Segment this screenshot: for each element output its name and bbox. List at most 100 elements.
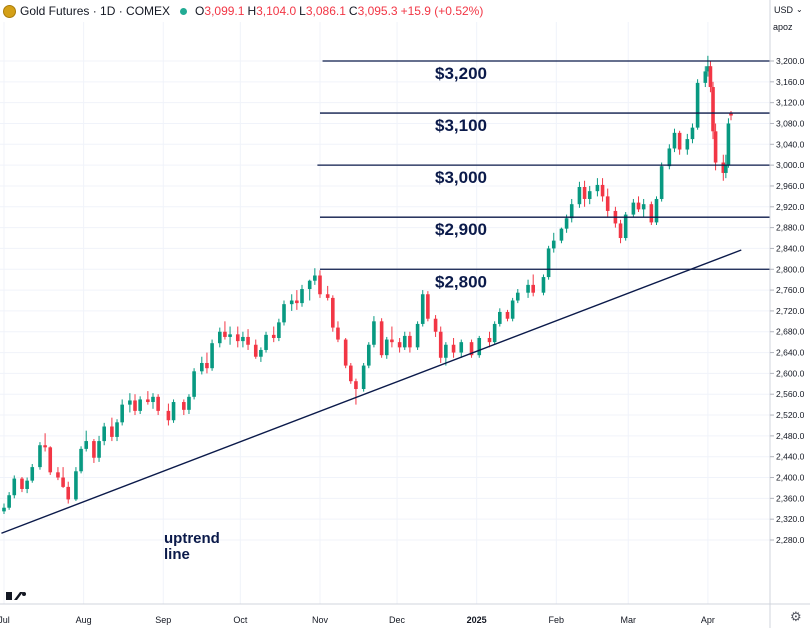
candle-body bbox=[246, 336, 250, 345]
price-tick-label: 2,560.0 bbox=[776, 389, 805, 399]
candle-body bbox=[187, 396, 191, 410]
candle-body bbox=[505, 311, 510, 319]
candle-body bbox=[711, 87, 715, 132]
time-tick-label: Apr bbox=[701, 615, 715, 625]
price-tick-label: 3,040.0 bbox=[776, 139, 805, 149]
candle-body bbox=[128, 400, 132, 405]
candle-body bbox=[25, 480, 29, 489]
time-tick-label: Nov bbox=[312, 615, 329, 625]
price-tick-label: 2,360.0 bbox=[776, 493, 805, 503]
price-tick-label: 2,800.0 bbox=[776, 264, 805, 274]
price-axis-user-label: apoz bbox=[773, 22, 793, 32]
candle-body bbox=[133, 400, 137, 411]
candle-body bbox=[228, 334, 232, 337]
chart-header: Gold Futures · 1D · COMEX O 3,099.1 H 3,10… bbox=[0, 0, 770, 22]
candle-body bbox=[649, 204, 654, 223]
chevron-down-icon[interactable]: ⌄ bbox=[796, 5, 803, 14]
candle-body bbox=[551, 240, 556, 249]
candle-body bbox=[115, 422, 119, 437]
candle-body bbox=[366, 344, 371, 366]
candle-body bbox=[623, 214, 628, 239]
candle-body bbox=[690, 127, 695, 140]
candle-body bbox=[66, 486, 71, 500]
candle-body bbox=[349, 365, 353, 382]
candle-body bbox=[318, 275, 322, 295]
candle-body bbox=[497, 311, 502, 324]
candle-body bbox=[43, 445, 47, 448]
trendline-layer: uptrend line bbox=[1, 249, 742, 563]
candle-body bbox=[402, 335, 407, 348]
price-tick-label: 2,680.0 bbox=[776, 327, 805, 337]
time-tick-label: Oct bbox=[233, 615, 248, 625]
candle-body bbox=[559, 228, 564, 241]
candle-body bbox=[182, 402, 186, 410]
price-tick-label: 3,120.0 bbox=[776, 98, 805, 108]
price-tick-label: 3,080.0 bbox=[776, 118, 805, 128]
candle-body bbox=[672, 132, 677, 149]
candle-body bbox=[235, 334, 240, 342]
price-level-label: $3,200 bbox=[435, 64, 487, 83]
ohlc-close-value: 3,095.3 bbox=[357, 4, 398, 18]
candle-body bbox=[390, 339, 394, 343]
price-tick-label: 2,520.0 bbox=[776, 410, 805, 420]
currency-selector[interactable]: USD bbox=[774, 5, 794, 15]
price-tick-label: 2,640.0 bbox=[776, 348, 805, 358]
candle-body bbox=[38, 445, 42, 468]
candle-body bbox=[729, 113, 733, 116]
ohlc-open-value: 3,099.1 bbox=[204, 4, 245, 18]
candle-body bbox=[223, 331, 227, 337]
candle-body bbox=[61, 477, 65, 487]
candle-body bbox=[20, 478, 24, 489]
candle-body bbox=[110, 426, 114, 437]
candle-body bbox=[708, 66, 713, 88]
candle-body bbox=[97, 441, 101, 458]
candle-body bbox=[477, 337, 482, 356]
ohlc-high-key: H bbox=[247, 4, 257, 18]
time-axis[interactable]: Jul Aug Sep Oct Nov Dec 2025 Feb Mar Apr bbox=[0, 615, 715, 625]
candle-body bbox=[48, 447, 53, 473]
candle-body bbox=[253, 344, 258, 357]
candle-body bbox=[361, 365, 366, 390]
candle-body bbox=[631, 202, 636, 215]
candle-body bbox=[166, 410, 171, 421]
candle-body bbox=[241, 336, 245, 342]
candle-body bbox=[724, 165, 728, 173]
candle-body bbox=[271, 334, 276, 338]
candlestick-series bbox=[2, 55, 733, 514]
price-axis[interactable]: 3,200.0 3,160.0 3,120.0 3,080.0 3,040.0 3,000… bbox=[770, 56, 805, 545]
price-level-label: $2,800 bbox=[435, 272, 487, 291]
candle-body bbox=[379, 321, 384, 356]
candle-body bbox=[469, 342, 474, 356]
candle-body bbox=[307, 280, 312, 290]
price-tick-label: 2,400.0 bbox=[776, 473, 805, 483]
candle-body bbox=[156, 396, 160, 411]
price-level-label: $3,000 bbox=[435, 168, 487, 187]
trendline-label: uptrend line bbox=[164, 530, 220, 563]
ohlc-change-value: +15.9 (+0.52%) bbox=[400, 4, 484, 18]
candle-body bbox=[595, 184, 600, 192]
candle-body bbox=[354, 381, 358, 390]
candle-body bbox=[515, 292, 520, 301]
candle-body bbox=[205, 362, 209, 369]
ohlc-low-value: 3,086.1 bbox=[305, 4, 346, 18]
price-tick-label: 3,160.0 bbox=[776, 77, 805, 87]
candle-body bbox=[2, 507, 6, 512]
gear-icon[interactable]: ⚙ bbox=[790, 609, 802, 624]
candle-body bbox=[325, 294, 330, 298]
price-level-label: $2,900 bbox=[435, 220, 487, 239]
candle-body bbox=[384, 339, 389, 356]
candle-body bbox=[408, 335, 412, 348]
candle-body bbox=[433, 318, 438, 332]
candle-body bbox=[138, 399, 142, 411]
gold-logo-icon bbox=[3, 4, 16, 18]
candle-body bbox=[277, 322, 281, 338]
symbol-title[interactable]: Gold Futures · 1D · COMEX bbox=[20, 4, 171, 18]
time-tick-label: Aug bbox=[76, 615, 92, 625]
candle-body bbox=[74, 471, 78, 500]
price-tick-label: 2,960.0 bbox=[776, 181, 805, 191]
candle-body bbox=[703, 71, 708, 83]
candle-body bbox=[569, 204, 574, 219]
ohlc-low-key: L bbox=[299, 4, 306, 18]
price-tick-label: 2,440.0 bbox=[776, 452, 805, 462]
